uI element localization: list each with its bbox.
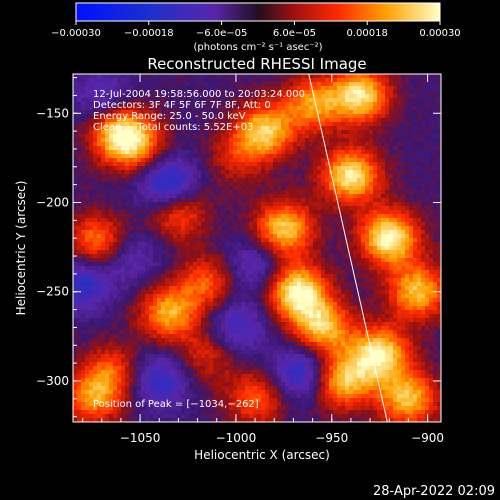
y-tick-label: −200 xyxy=(36,195,69,209)
colorbar-gradient xyxy=(75,2,441,22)
plot-frame xyxy=(72,73,442,423)
y-tick-label: −250 xyxy=(36,285,69,299)
colorbar-tick-label: 0.00018 xyxy=(347,28,388,39)
footer-timestamp: 28-Apr-2022 02:09 xyxy=(373,484,495,499)
y-axis: −150 −200 −250 −300 xyxy=(36,77,441,418)
x-tick-label: −1050 xyxy=(120,431,161,445)
annotation-peak: Position of Peak = [−1034,−262] xyxy=(93,399,259,410)
x-axis: −1050 −1000 −950 −900 xyxy=(82,74,444,445)
annotation-block: 12-Jul-2004 19:58:56.000 to 20:03:24.000… xyxy=(93,89,305,410)
chart-title: Reconstructed RHESSI Image xyxy=(147,55,366,73)
x-tick-label: −1000 xyxy=(216,431,257,445)
heatmap-image xyxy=(73,74,441,422)
colorbar-units: (photons cm⁻² s⁻¹ asec⁻²) xyxy=(193,42,322,53)
solar-limb-line xyxy=(308,74,388,422)
colorbar-ticks: −0.00030 −0.00018 −6.0e−05 6.0e−05 0.00018 0.… xyxy=(51,21,461,39)
annotation-detectors: Detectors: 3F 4F 5F 6F 7F 8F, Att: 0 xyxy=(93,100,271,111)
y-axis-label: Heliocentric Y (arcsec) xyxy=(14,181,28,316)
x-tick-label: −950 xyxy=(315,431,348,445)
colorbar-tick-label: 6.0e−05 xyxy=(273,28,316,39)
colorbar-tick-label: −6.0e−05 xyxy=(196,28,248,39)
x-tick-label: −900 xyxy=(411,431,444,445)
annotation-time-range: 12-Jul-2004 19:58:56.000 to 20:03:24.000 xyxy=(93,89,305,100)
annotation-energy: Energy Range: 25.0 - 50.0 keV xyxy=(93,111,246,122)
y-tick-label: −150 xyxy=(36,106,69,120)
colorbar-tick-label: −0.00018 xyxy=(124,28,174,39)
y-tick-label: −300 xyxy=(36,374,69,388)
plot-area: −1050 −1000 −950 −900 −150 −200 −250 −300 xyxy=(36,73,444,445)
colorbar: −0.00030 −0.00018 −6.0e−05 6.0e−05 0.00018 0.… xyxy=(51,2,461,53)
x-axis-label: Heliocentric X (arcsec) xyxy=(194,448,330,462)
colorbar-tick-label: −0.00030 xyxy=(51,28,101,39)
colorbar-tick-label: 0.00030 xyxy=(419,28,460,39)
annotation-clean: Clean Total counts: 5.52E+03 xyxy=(93,122,253,133)
